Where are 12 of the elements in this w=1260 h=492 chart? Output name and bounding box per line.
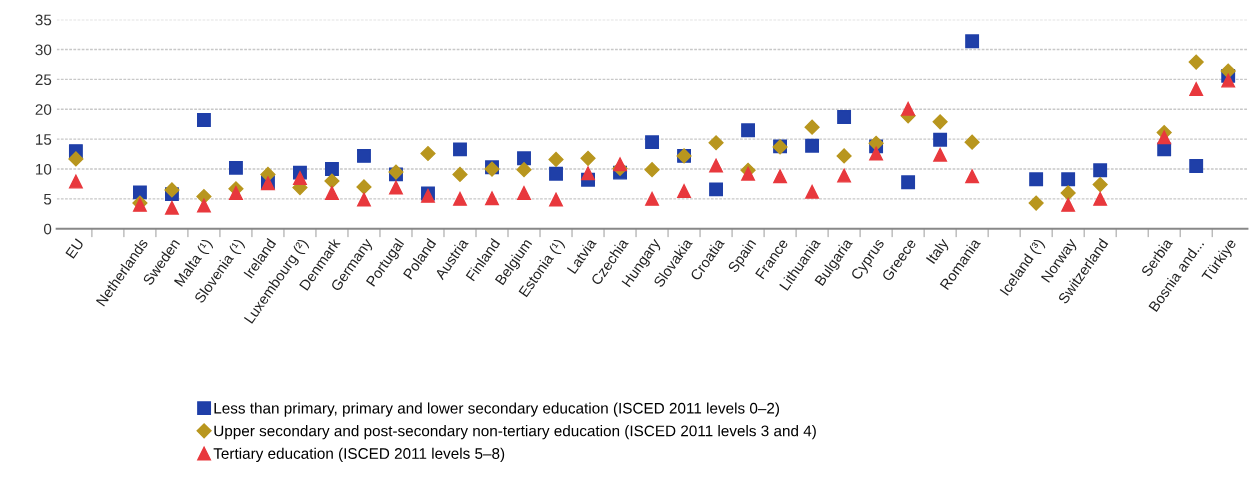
legend-label: Upper secondary and post-secondary non-tertiary education (ISCED 2011 levels 3 and 4) bbox=[214, 425, 816, 440]
legend-label: Less than primary, primary and lower secondary education (ISCED 2011 levels 0–2) bbox=[214, 402, 779, 417]
y-tick-label: 15 bbox=[36, 134, 52, 145]
y-tick-label: 10 bbox=[36, 163, 52, 175]
x-tick-label: EU bbox=[65, 238, 85, 259]
y-tick-label: 30 bbox=[35, 44, 52, 56]
y-tick-label: 5 bbox=[43, 193, 52, 205]
legend-label: Tertiary education (ISCED 2011 levels 5–8) bbox=[213, 447, 505, 462]
y-tick-label: 0 bbox=[43, 223, 52, 235]
y-tick-label: 25 bbox=[35, 74, 52, 86]
y-tick-label: 35 bbox=[35, 14, 52, 26]
y-tick-label: 20 bbox=[35, 104, 52, 115]
